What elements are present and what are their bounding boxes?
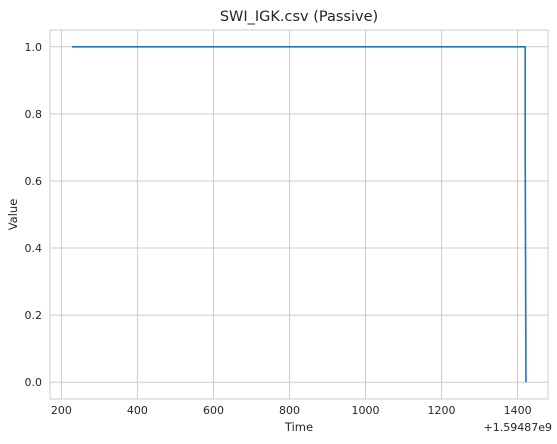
grid bbox=[50, 30, 548, 399]
y-tick-label: 0.4 bbox=[25, 242, 43, 255]
y-tick-label: 1.0 bbox=[25, 41, 43, 54]
series-layer bbox=[72, 45, 527, 383]
plot-frame bbox=[49, 29, 549, 400]
y-tick-label: 0.0 bbox=[25, 376, 43, 389]
x-tick-label: 1200 bbox=[428, 404, 456, 417]
x-tick-labels: 200 400 600 800 1000 1200 1400 bbox=[51, 404, 532, 417]
series-line bbox=[72, 45, 527, 383]
x-tick-label: 800 bbox=[279, 404, 300, 417]
x-tick-label: 1000 bbox=[352, 404, 380, 417]
x-tick-label: 400 bbox=[127, 404, 148, 417]
y-axis-label: Value bbox=[6, 199, 20, 231]
y-tick-labels: 0.0 0.2 0.4 0.6 0.8 1.0 bbox=[25, 41, 43, 389]
x-tick-label: 1400 bbox=[504, 404, 532, 417]
x-tick-label: 200 bbox=[51, 404, 72, 417]
x-tick-label: 600 bbox=[203, 404, 224, 417]
x-axis-label: Time bbox=[284, 420, 313, 434]
chart-title: SWI_IGK.csv (Passive) bbox=[220, 9, 378, 25]
y-tick-label: 0.8 bbox=[25, 108, 43, 121]
y-tick-label: 0.6 bbox=[25, 175, 43, 188]
plot-area bbox=[50, 30, 548, 399]
y-tick-label: 0.2 bbox=[25, 309, 43, 322]
x-axis-offset-label: +1.59487e9 bbox=[484, 421, 552, 434]
